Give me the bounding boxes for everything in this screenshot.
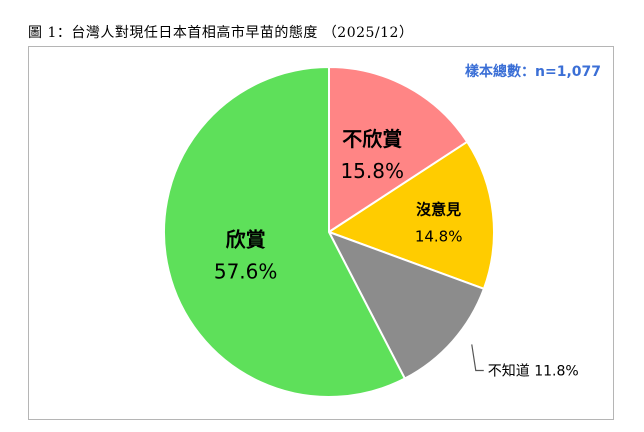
slice-label-3: 欣賞 bbox=[226, 227, 266, 251]
slice-value-1: 14.8% bbox=[415, 227, 463, 245]
slice-label-1: 沒意見 bbox=[416, 200, 461, 218]
pie-slice-3 bbox=[163, 65, 407, 398]
pie-chart: 不欣賞 15.8% 沒意見 14.8% 不知道 11.8% 欣賞 57.6% bbox=[163, 65, 579, 398]
pie-slice-0 bbox=[328, 65, 469, 234]
pie-slice-2 bbox=[326, 230, 486, 380]
leader-line-2 bbox=[471, 344, 484, 372]
figure-title: 圖 1：台灣人對現任日本首相高市早苗的態度 （2025/12） bbox=[28, 25, 414, 41]
slice-label-0: 不欣賞 bbox=[342, 127, 402, 151]
sample-size-note: 樣本總數：n=1,077 bbox=[465, 64, 601, 80]
slice-label-2: 不知道 11.8% bbox=[488, 362, 579, 379]
chart-frame: 樣本總數：n=1,077 不欣賞 15.8% 沒意見 14.8% 不知道 11.8% 欣賞… bbox=[28, 46, 614, 420]
slice-value-0: 15.8% bbox=[340, 159, 404, 183]
pie-slice-1 bbox=[326, 140, 495, 291]
slice-value-3: 57.6% bbox=[214, 259, 278, 283]
